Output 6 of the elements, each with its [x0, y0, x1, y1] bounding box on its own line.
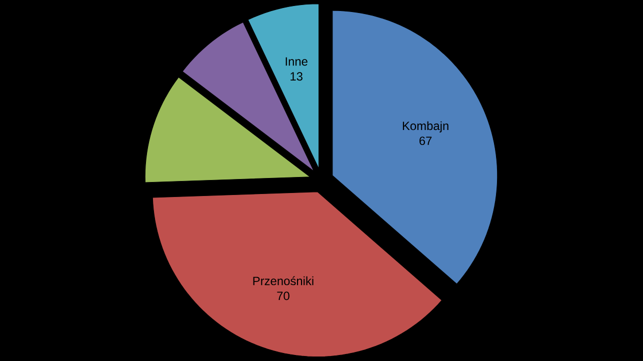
slice-label: Przenośniki — [253, 276, 314, 286]
slice-label: Inne — [286, 57, 308, 66]
data-label: 67 — [420, 136, 432, 146]
slice-label: Kombajn — [402, 121, 448, 132]
data-label: 13 — [290, 72, 302, 81]
data-label: 70 — [277, 292, 290, 300]
